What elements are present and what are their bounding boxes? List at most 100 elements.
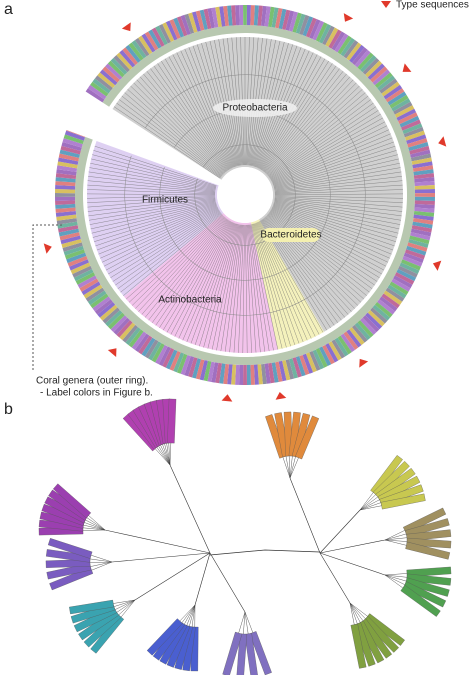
- ring-segment: [403, 126, 424, 138]
- leaf-branch: [349, 602, 361, 623]
- leaf-label: [350, 623, 367, 669]
- ring-segment: [285, 359, 295, 380]
- clade-label: Bacteroidetes: [260, 230, 321, 241]
- leaf-branch: [88, 515, 106, 531]
- branch: [159, 220, 229, 328]
- leaf-branch: [384, 574, 403, 589]
- ring-segment: [64, 130, 86, 141]
- ring-segment: [235, 364, 240, 385]
- branch: [103, 208, 219, 267]
- branch: [272, 133, 391, 184]
- ring-segment: [191, 358, 202, 379]
- ring-segment: [56, 169, 77, 176]
- leaf-branch: [189, 604, 196, 627]
- leaf-branch: [162, 444, 171, 466]
- leaf-label: [69, 599, 115, 615]
- ring-segment: [110, 57, 128, 75]
- branch: [218, 39, 241, 166]
- ring-segment: [119, 322, 136, 341]
- ring-segment: [399, 115, 420, 128]
- ring-segment: [309, 351, 321, 371]
- leaf-branch: [359, 502, 381, 511]
- ring-segment: [346, 42, 362, 61]
- branch: [269, 211, 375, 286]
- clade-label: Firmicutes: [142, 195, 188, 206]
- branch: [268, 95, 369, 177]
- ring-segment: [188, 12, 198, 33]
- ring-segment: [107, 312, 125, 330]
- branch: [194, 223, 236, 345]
- clade-label: Proteobacteria: [222, 103, 287, 114]
- branch: [272, 206, 390, 259]
- branch: [121, 95, 222, 177]
- leaf-branch: [116, 599, 136, 613]
- outer-ring: [43, 5, 447, 402]
- ring-segment: [385, 287, 405, 302]
- ring-segment: [215, 6, 222, 28]
- ring-segment: [340, 333, 356, 353]
- branch: [135, 216, 225, 309]
- ring-segment: [131, 331, 147, 350]
- ring-segment: [122, 47, 139, 66]
- clade-label: Actinobacteria: [158, 295, 222, 306]
- ring-segment: [246, 5, 251, 26]
- branch: [151, 219, 228, 323]
- leaf-branch: [166, 443, 171, 466]
- unrooted-tree: [38, 398, 452, 675]
- branch: [91, 158, 216, 189]
- ring-segment: [64, 249, 86, 260]
- leaf-branch: [84, 522, 106, 531]
- ring-segment: [331, 339, 346, 359]
- type-marker: [432, 260, 442, 271]
- leaf-branch: [349, 602, 368, 617]
- branch: [260, 60, 329, 170]
- ring-segment: [219, 6, 226, 27]
- ring-segment: [81, 281, 101, 296]
- branch: [236, 37, 244, 166]
- ring-segment: [116, 320, 133, 338]
- ring-segment: [349, 44, 365, 63]
- branch: [133, 82, 224, 174]
- branch: [90, 201, 216, 230]
- leaf-label: [403, 581, 447, 608]
- ring-segment: [62, 242, 83, 252]
- ring-segment: [325, 27, 339, 47]
- ring-segment: [414, 207, 435, 213]
- branch: [115, 211, 221, 286]
- ring-segment: [59, 232, 80, 241]
- leaf-branch: [83, 524, 106, 531]
- leaf-branch: [83, 529, 106, 531]
- branch: [123, 213, 222, 296]
- leaf-branch: [349, 602, 358, 624]
- leaf-branch: [120, 599, 136, 618]
- ring-segment: [60, 235, 81, 245]
- ring-segment: [288, 11, 299, 32]
- branch: [267, 89, 363, 176]
- tree-center: [217, 167, 273, 223]
- branch: [274, 167, 401, 190]
- ring-segment: [56, 218, 78, 225]
- branch: [264, 76, 351, 173]
- branch: [274, 163, 400, 190]
- ring-segment: [169, 351, 181, 371]
- leaf-branch: [384, 539, 407, 542]
- leaf-branch: [181, 604, 196, 623]
- ring-segment: [122, 324, 139, 343]
- ring-segment: [66, 252, 87, 264]
- ring-segment: [90, 293, 109, 309]
- branch: [274, 193, 403, 195]
- ring-segment: [410, 149, 431, 158]
- branch: [289, 477, 321, 554]
- branch: [98, 206, 218, 255]
- branch: [251, 224, 283, 349]
- ring-segment: [305, 352, 317, 373]
- ring-segment: [148, 29, 162, 49]
- leaf-branch: [91, 561, 113, 571]
- branch: [274, 195, 403, 199]
- leaf-label: [404, 577, 450, 597]
- branch: [270, 110, 379, 180]
- ring-segment: [351, 47, 368, 66]
- ring-segment: [246, 364, 251, 385]
- branch: [87, 184, 216, 194]
- ring-segment: [282, 9, 291, 30]
